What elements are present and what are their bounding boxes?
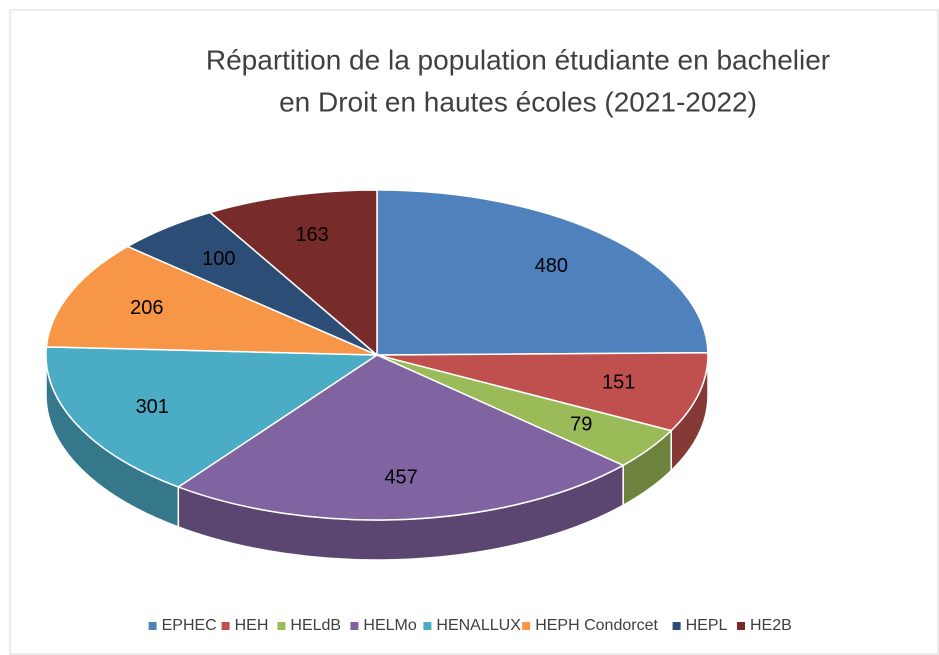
legend-swatch [350, 622, 359, 630]
legend-swatch [148, 622, 157, 630]
slice [208, 189, 378, 357]
slice [45, 346, 380, 488]
chart-title: Répartition de la population étudiante e… [206, 44, 830, 75]
legend-label: HEPL [686, 617, 728, 634]
legend-label: HENALLUX [436, 617, 521, 634]
legend-label: HEH [235, 617, 269, 634]
legend-label: HEPH Condorcet [535, 617, 658, 634]
slice [45, 245, 378, 356]
data-label: 457 [384, 466, 417, 488]
legend-swatch [277, 622, 286, 630]
legend-swatch [423, 622, 432, 630]
data-label: 301 [136, 396, 169, 418]
slice [176, 354, 625, 521]
slice [376, 351, 709, 432]
data-label: 206 [130, 297, 163, 319]
data-label: 100 [202, 248, 235, 270]
legend-swatch [672, 622, 681, 630]
data-label: 151 [602, 372, 635, 394]
slice [376, 189, 709, 356]
data-label: 480 [535, 255, 568, 277]
legend-label: HE2B [750, 617, 792, 634]
chart-title: en Droit en hautes écoles (2021-2022) [279, 86, 757, 117]
legend-label: EPHEC [162, 617, 217, 634]
legend-label: HELMo [363, 617, 416, 634]
data-label: 163 [295, 224, 328, 246]
legend-label: HELdB [290, 617, 341, 634]
legend-swatch [737, 622, 745, 630]
legend-swatch [522, 622, 531, 630]
legend-swatch [221, 622, 230, 630]
data-label: 79 [570, 414, 592, 436]
